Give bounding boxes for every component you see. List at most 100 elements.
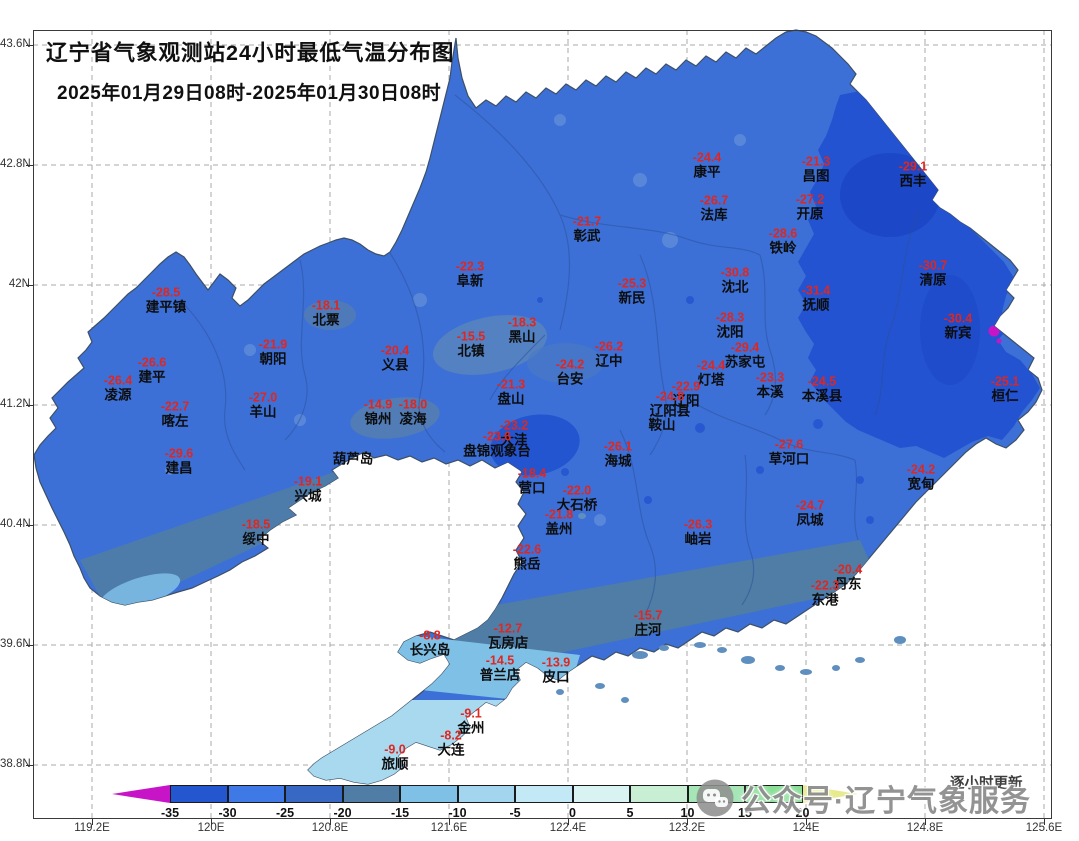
legend-below-min-arrow: [112, 785, 170, 803]
station-label: -14.5 普兰店: [479, 654, 521, 682]
station-name: 喀左: [161, 413, 189, 428]
station-label: -22.3 东港: [811, 579, 840, 607]
station-name: 皮口: [542, 669, 570, 684]
date-range: 2025年01月29日08时-2025年01月30日08时: [57, 83, 442, 104]
county-boundaries: [179, 94, 921, 616]
station-temp: -22.6: [512, 542, 542, 557]
station-temp: -14.9: [363, 397, 393, 412]
station-label: -18.1 北票: [312, 299, 341, 327]
station-name: 旅顺: [381, 756, 409, 771]
station-temp: -28.6: [768, 226, 798, 241]
station-temp: -22.3: [455, 259, 485, 274]
station-temp: -18.4: [517, 466, 547, 481]
station-name: 辽阳县: [649, 403, 691, 418]
station-label: -26.3 岫岩: [684, 518, 713, 546]
station-temp: -30.4: [943, 311, 973, 326]
lon-tick-label: 119.2E: [74, 822, 110, 834]
station-name: 锦州: [364, 411, 392, 426]
station-name: 宽甸: [907, 476, 935, 491]
station-temp: -23.3: [755, 370, 785, 385]
station-temp: -9.0: [384, 742, 406, 757]
lat-tick-mark: [26, 405, 33, 406]
station-label: -29.4 苏家屯: [725, 340, 766, 369]
station-label: -15.7 庄河: [633, 608, 663, 637]
station-label: -21.3 昌图: [802, 155, 831, 183]
station-temp: -23.6: [482, 429, 512, 444]
station-name: 瓦房店: [487, 635, 529, 650]
station-label: -30.4 新宾: [943, 311, 973, 340]
legend-segment: [630, 785, 688, 803]
station-name: 庄河: [634, 622, 662, 637]
mild-patch-beipiao: [304, 300, 356, 330]
station-label: -23.2 大洼: [499, 418, 529, 447]
station-temp: -15.7: [633, 608, 663, 623]
station-name: 新民: [618, 290, 646, 305]
legend-tick-label: -25: [275, 806, 295, 820]
legend-segment: [170, 785, 228, 803]
station-name: 东港: [811, 592, 839, 607]
station-name: 海城: [604, 453, 632, 468]
station-label: -29.1 西丰: [899, 160, 928, 188]
station-temp: -24.8: [655, 389, 685, 404]
station-name: 葫芦岛: [332, 451, 374, 467]
station-label: -9.1 金州: [457, 707, 485, 735]
mild-patch-jinzhou: [350, 397, 440, 439]
legend-segment: [515, 785, 573, 803]
station-label: -28.3 沈阳: [716, 311, 745, 339]
extreme-cold-spot-small: [996, 338, 1002, 344]
station-name: 普兰店: [479, 667, 521, 682]
station-name: 法库: [700, 207, 728, 222]
legend-tick-label: -5: [509, 806, 521, 820]
station-label: -21.3 盘山: [496, 377, 526, 406]
station-temp: -23.2: [499, 418, 529, 433]
dark-speckles: [537, 296, 874, 524]
wechat-icon: [696, 779, 734, 817]
station-name: 灯塔: [697, 372, 725, 387]
mild-patch-taian: [527, 343, 603, 383]
watermark-text: 公众号·辽宁气象服务: [741, 785, 1031, 818]
station-label: -30.8 沈北: [721, 266, 750, 294]
lon-tick-mark: [568, 819, 569, 825]
legend-tick-label: 0: [569, 806, 576, 820]
station-name: 北镇: [457, 343, 485, 358]
coldest-patch-east: [920, 275, 980, 385]
coldest-patch: [840, 153, 940, 237]
station-name: 金州: [457, 720, 485, 735]
legend-tick-label: -15: [390, 806, 410, 820]
station-name: 盘锦观象台: [463, 443, 531, 458]
station-name: 鞍山: [648, 417, 676, 433]
station-name: 大洼: [500, 432, 528, 447]
station-temp: -24.7: [795, 498, 825, 513]
station-label: -28.5 建平镇: [145, 285, 187, 314]
lon-tick-mark: [211, 819, 212, 825]
station-name: 长兴岛: [409, 642, 451, 657]
station-name: 抚顺: [802, 297, 830, 312]
legend-tick-label: -10: [448, 806, 467, 820]
station-temp: -24.4: [692, 150, 722, 165]
station-temp: -27.6: [774, 437, 804, 452]
station-label: -22.6 熊岳: [512, 542, 542, 571]
station-label: -28.6 铁岭: [768, 226, 798, 255]
station-temp: -22.9: [671, 379, 701, 394]
legend-segment: [572, 785, 630, 803]
station-name: 盘山: [497, 391, 525, 406]
station-label: -9.0 旅顺: [381, 742, 409, 771]
station-temp: -20.4: [833, 562, 863, 577]
station-temp: -30.7: [918, 258, 948, 273]
station-name: 阜新: [456, 273, 484, 288]
station-temp: -27.2: [795, 192, 825, 207]
station-temp: -27.0: [248, 390, 278, 405]
station-label: -27.0 羊山: [248, 390, 278, 419]
station-temp: -21.7: [572, 214, 602, 229]
station-label: -26.7 法库: [700, 194, 729, 222]
station-name: 建平镇: [145, 299, 187, 314]
station-temp: -18.3: [507, 315, 537, 330]
lat-tick-mark: [26, 285, 33, 286]
station-temp: -29.4: [730, 340, 760, 355]
lon-tick-label: 123.2E: [668, 822, 706, 834]
station-temp: -18.0: [398, 397, 428, 412]
station-temp: -21.3: [496, 377, 526, 392]
station-name: 凌海: [399, 411, 427, 426]
station-temp: -26.4: [103, 373, 133, 388]
station-temp: -28.5: [151, 285, 181, 300]
